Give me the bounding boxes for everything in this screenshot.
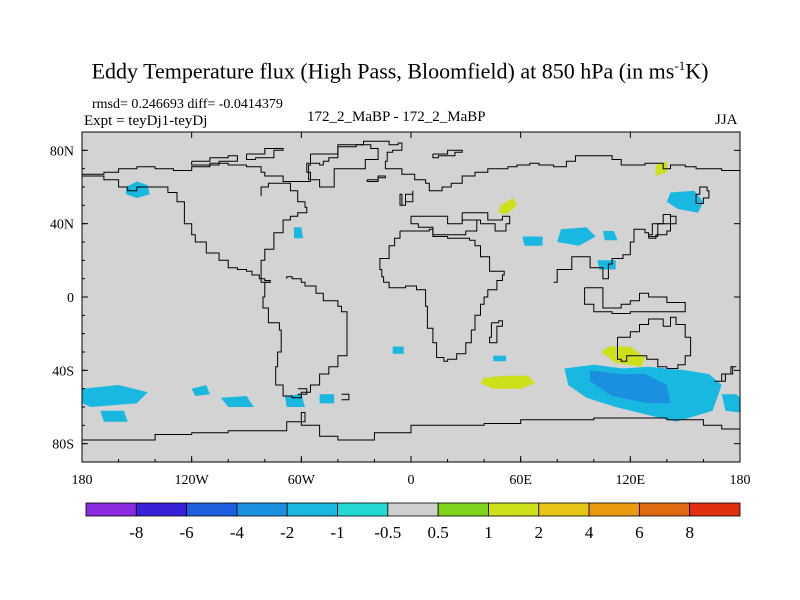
coastline-se-asia-islands [584,287,686,314]
x-tick-label: 180 [72,473,93,488]
x-tick-label: 60E [509,473,532,488]
coastline-s-america [262,276,348,399]
coastline-antarctica [82,412,740,441]
region-s-ocean-green-2 [601,346,645,367]
colorbar-label: 8 [685,523,694,542]
colorbar-swatch [488,502,540,517]
y-tick-label: 0 [67,291,74,306]
coastline-eurasia [82,140,740,192]
rmsd-diff-stats: rmsd= 0.246693 diff= -0.0414379 [92,97,283,112]
chart-title-text: Eddy Temperature flux (High Pass, Bloomf… [91,58,675,84]
region-europe-green [498,198,517,215]
colorbar-label: 1 [484,523,493,542]
colorbar-swatch [236,502,288,517]
colorbar-swatch [689,502,741,517]
colorbar-swatch [387,502,439,517]
chart-title-tail: K) [685,58,709,84]
colorbar-swatch [588,502,640,517]
coastline-madagascar [489,320,503,344]
region-s-atlantic-cyan-2 [493,355,506,362]
colorbar-swatch [85,502,137,517]
colorbar-swatch [337,502,389,517]
colorbar-swatch [538,502,590,517]
region-s-pacific-cyan-2 [100,410,128,422]
colorbar-label: -8 [129,523,143,542]
coastline-new-zealand [714,366,737,382]
region-asia-cyan-3 [602,231,618,241]
chart-title-superscript: -1 [674,58,686,73]
coastline-caspian-black-sea [461,212,511,232]
coastline-arctic-islands-1 [191,155,238,166]
experiment-label: Expt = teyDj1-teyDj [84,113,208,129]
coastline-iceland [366,175,386,182]
colorbar-label: 0.5 [428,523,449,542]
colorbar-label: -2 [280,523,294,542]
coastline-greenland [308,144,379,188]
region-n-pacific-cyan [125,181,150,198]
coastline-s-georgia [341,393,350,401]
coastline-australia [617,316,692,369]
colorbar-label: 2 [535,523,544,542]
season-label: JJA [715,112,738,128]
colorbar-label: -4 [230,523,245,542]
plot-content [82,140,740,441]
case-label: 172_2_MaBP - 172_2_MaBP [307,109,486,125]
region-s-pacific-cyan-1 [82,385,148,407]
region-s-atlantic-cyan [392,346,404,354]
y-tick-label: 80N [50,144,74,159]
coastline-n-america [82,175,308,283]
region-japan-cyan [666,190,704,213]
region-s-indian-cyan-core [590,370,671,404]
colorbar-swatch [186,502,238,517]
coastline-svalbard [432,149,463,159]
y-tick-label: 40S [52,364,74,379]
colorbar-label: -6 [180,523,194,542]
y-tick-label: 40N [50,218,74,233]
region-asia-cyan-2 [522,236,543,246]
region-siberia-green [655,161,667,176]
coastline-japan [648,214,677,239]
colorbar-label: -0.5 [374,523,401,542]
region-asia-cyan-1 [557,227,596,246]
x-tick-label: 180 [730,473,751,488]
coastline-falklands [297,388,308,395]
region-s-indian-cyan-east [721,394,740,413]
colorbar-label: -1 [330,523,344,542]
region-atlantic-cyan [294,227,304,239]
colorbar-label: 6 [635,523,644,542]
x-tick-label: 0 [408,473,415,488]
region-s-pacific-cyan-4 [220,396,254,407]
chart-title: Eddy Temperature flux (High Pass, Bloomf… [0,58,800,84]
coastline-arctic-islands-2 [246,148,284,160]
x-tick-label: 120E [616,473,646,488]
y-tick-label: 80S [52,438,74,453]
colorbar-label: 4 [585,523,594,542]
colorbar-swatch [135,502,188,517]
colorbar-swatch [638,502,691,517]
colorbar-swatch [286,502,338,517]
region-s-pacific-cyan-6 [319,394,335,404]
colorbar-swatch [437,502,489,517]
coastline-mediterranean [410,215,478,236]
region-s-pacific-cyan-3 [191,385,210,396]
coastline-sakhalin-kamchatka [695,186,710,204]
coastline-britain [399,190,414,206]
coastline-africa [379,228,505,362]
x-tick-label: 120W [175,473,210,488]
region-s-ocean-green-1 [480,375,536,389]
x-tick-label: 60W [288,473,316,488]
